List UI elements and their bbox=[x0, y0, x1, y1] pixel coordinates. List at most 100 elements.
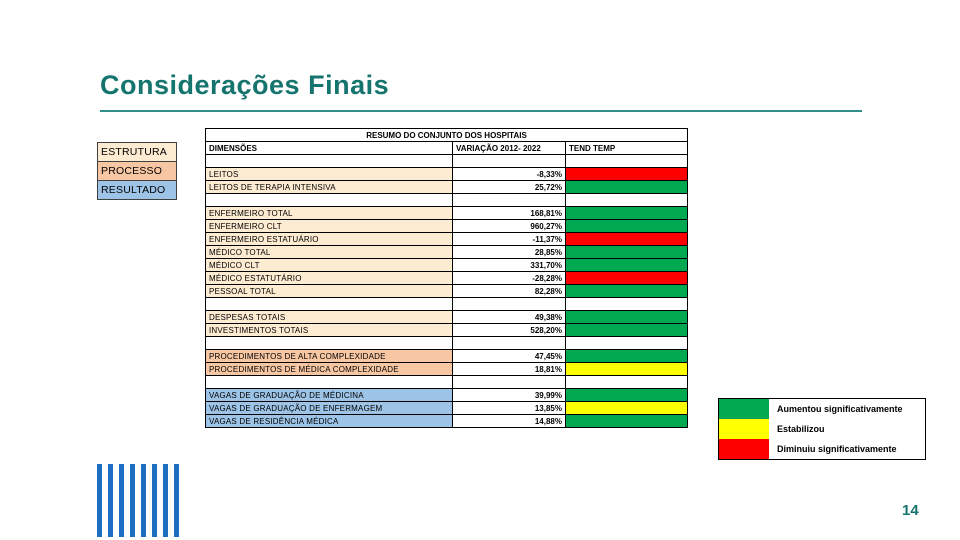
trend-cell bbox=[564, 362, 689, 376]
variation-cell: 528,20% bbox=[452, 323, 566, 337]
table-row: VAGAS DE RESIDÊNCIA MÉDICA 14,88% bbox=[205, 414, 689, 428]
table-row: PROCEDIMENTOS DE MÉDICA COMPLEXIDADE 18,8… bbox=[205, 362, 689, 376]
dimension-cell: LEITOS DE TERAPIA INTENSIVA bbox=[205, 180, 453, 194]
legend-swatch-green bbox=[719, 399, 769, 419]
variation-cell: -28,28% bbox=[452, 271, 566, 285]
dimension-cell: INVESTIMENTOS TOTAIS bbox=[205, 323, 453, 337]
decorative-stripes bbox=[97, 464, 179, 537]
stripe-bar bbox=[152, 464, 157, 537]
table-row: VAGAS DE GRADUAÇÃO DE ENFERMAGEM 13,85% bbox=[205, 401, 689, 415]
trend-cell bbox=[564, 310, 689, 324]
trend-cell bbox=[564, 375, 689, 389]
stripe-bar bbox=[130, 464, 135, 537]
trend-cell bbox=[564, 206, 689, 220]
table-row: MÉDICO TOTAL 28,85% bbox=[205, 245, 689, 259]
trend-cell bbox=[564, 349, 689, 363]
trend-cell bbox=[564, 258, 689, 272]
table-title: RESUMO DO CONJUNTO DOS HOSPITAIS bbox=[204, 128, 689, 142]
dimension-cell: MÉDICO CLT bbox=[205, 258, 453, 272]
trend-cell bbox=[564, 245, 689, 259]
dimension-cell: MÉDICO TOTAL bbox=[205, 245, 453, 259]
trend-cell bbox=[564, 271, 689, 285]
dimension-cell: VAGAS DE GRADUAÇÃO DE ENFERMAGEM bbox=[205, 401, 453, 415]
variation-cell: 49,38% bbox=[452, 310, 566, 324]
table-row bbox=[205, 154, 689, 168]
trend-cell bbox=[564, 323, 689, 337]
page-number: 14 bbox=[902, 502, 919, 519]
stripe-bar bbox=[163, 464, 168, 537]
table-row: VAGAS DE GRADUAÇÃO DE MÉDICINA 39,99% bbox=[205, 388, 689, 402]
variation-cell bbox=[452, 297, 566, 311]
variation-cell: 82,28% bbox=[452, 284, 566, 298]
table-row: PROCEDIMENTOS DE ALTA COMPLEXIDADE 47,45% bbox=[205, 349, 689, 363]
variation-cell bbox=[452, 193, 566, 207]
summary-table: RESUMO DO CONJUNTO DOS HOSPITAIS DIMENSÕ… bbox=[204, 128, 689, 428]
dimension-cell: PROCEDIMENTOS DE MÉDICA COMPLEXIDADE bbox=[205, 362, 453, 376]
trend-cell bbox=[564, 388, 689, 402]
variation-cell: 960,27% bbox=[452, 219, 566, 233]
category-legend-item: RESULTADO bbox=[97, 180, 177, 200]
variation-cell bbox=[452, 375, 566, 389]
table-row bbox=[205, 336, 689, 350]
category-legend-item: PROCESSO bbox=[97, 161, 177, 181]
table-row: LEITOS -8,33% bbox=[205, 167, 689, 181]
trend-cell bbox=[564, 401, 689, 415]
table-row: ENFERMEIRO CLT 960,27% bbox=[205, 219, 689, 233]
variation-cell: 331,70% bbox=[452, 258, 566, 272]
legend-swatch-yellow bbox=[719, 419, 769, 439]
trend-cell bbox=[564, 297, 689, 311]
table-row: MÉDICO CLT 331,70% bbox=[205, 258, 689, 272]
table-row: PESSOAL TOTAL 82,28% bbox=[205, 284, 689, 298]
trend-legend: Aumentou significativamente Estabilizou Di… bbox=[718, 398, 926, 460]
variation-cell: 13,85% bbox=[452, 401, 566, 415]
dimension-cell bbox=[205, 336, 453, 350]
stripe-bar bbox=[108, 464, 113, 537]
table-title-row: RESUMO DO CONJUNTO DOS HOSPITAIS bbox=[204, 128, 689, 142]
trend-cell bbox=[564, 193, 689, 207]
dimension-cell: VAGAS DE GRADUAÇÃO DE MÉDICINA bbox=[205, 388, 453, 402]
trend-legend-label: Estabilizou bbox=[777, 424, 825, 434]
page-title: Considerações Finais bbox=[100, 70, 390, 100]
table-header-row: DIMENSÕES VARIAÇÃO 2012- 2022 TEND TEMP bbox=[205, 141, 689, 155]
stripe-bar bbox=[97, 464, 102, 537]
dimension-cell: PESSOAL TOTAL bbox=[205, 284, 453, 298]
column-header-dimensoes: DIMENSÕES bbox=[205, 141, 453, 155]
table-row: ENFERMEIRO ESTATUÁRIO -11,37% bbox=[205, 232, 689, 246]
stripe-bar bbox=[141, 464, 146, 537]
table-row bbox=[205, 297, 689, 311]
trend-cell bbox=[564, 414, 689, 428]
variation-cell: -8,33% bbox=[452, 167, 566, 181]
table-row: MÉDICO ESTATUTÁRIO -28,28% bbox=[205, 271, 689, 285]
category-legend-item: ESTRUTURA bbox=[97, 142, 177, 162]
dimension-cell bbox=[205, 154, 453, 168]
variation-cell: 168,81% bbox=[452, 206, 566, 220]
dimension-cell: DESPESAS TOTAIS bbox=[205, 310, 453, 324]
variation-cell: 28,85% bbox=[452, 245, 566, 259]
dimension-cell: ENFERMEIRO TOTAL bbox=[205, 206, 453, 220]
variation-cell bbox=[452, 336, 566, 350]
trend-legend-item: Estabilizou bbox=[719, 419, 925, 439]
title-underline bbox=[100, 110, 862, 112]
variation-cell bbox=[452, 154, 566, 168]
dimension-cell: LEITOS bbox=[205, 167, 453, 181]
variation-cell: -11,37% bbox=[452, 232, 566, 246]
table-row: LEITOS DE TERAPIA INTENSIVA 25,72% bbox=[205, 180, 689, 194]
dimension-cell: VAGAS DE RESIDÊNCIA MÉDICA bbox=[205, 414, 453, 428]
dimension-cell: PROCEDIMENTOS DE ALTA COMPLEXIDADE bbox=[205, 349, 453, 363]
dimension-cell bbox=[205, 375, 453, 389]
table-row: DESPESAS TOTAIS 49,38% bbox=[205, 310, 689, 324]
trend-cell bbox=[564, 232, 689, 246]
table-row bbox=[205, 193, 689, 207]
dimension-cell bbox=[205, 297, 453, 311]
trend-cell bbox=[564, 336, 689, 350]
dimension-cell bbox=[205, 193, 453, 207]
variation-cell: 18,81% bbox=[452, 362, 566, 376]
trend-legend-label: Aumentou significativamente bbox=[777, 404, 903, 414]
trend-legend-label: Diminuiu significativamente bbox=[777, 444, 897, 454]
variation-cell: 39,99% bbox=[452, 388, 566, 402]
trend-cell bbox=[564, 167, 689, 181]
variation-cell: 14,88% bbox=[452, 414, 566, 428]
trend-legend-item: Diminuiu significativamente bbox=[719, 439, 925, 459]
dimension-cell: ENFERMEIRO CLT bbox=[205, 219, 453, 233]
